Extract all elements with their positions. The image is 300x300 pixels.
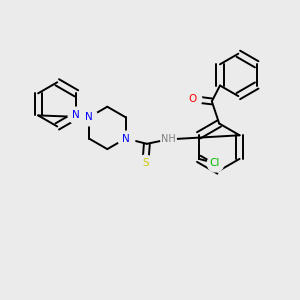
- Text: Cl: Cl: [210, 158, 220, 168]
- Text: N: N: [85, 112, 93, 122]
- Text: S: S: [142, 158, 149, 168]
- Text: N: N: [73, 110, 80, 120]
- Text: N: N: [122, 134, 130, 143]
- Text: NH: NH: [161, 134, 176, 144]
- Text: O: O: [189, 94, 197, 104]
